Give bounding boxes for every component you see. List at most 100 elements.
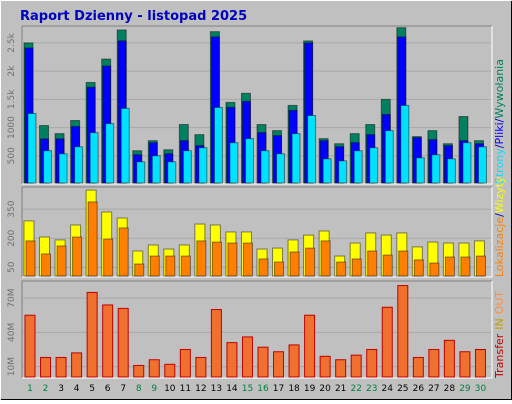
bar <box>213 106 223 184</box>
x-tick-label: 12 <box>195 384 206 394</box>
bar <box>71 352 83 378</box>
bar <box>429 262 440 277</box>
bar <box>103 238 114 277</box>
x-tick-label: 11 <box>180 384 191 394</box>
bar <box>443 339 455 378</box>
legend-note: OUT <box>493 291 506 315</box>
bar <box>196 240 207 277</box>
bar <box>74 146 84 184</box>
legend-entry: Pliki <box>493 122 506 144</box>
legend-separator: / <box>493 118 506 122</box>
x-tick-label: 16 <box>257 384 269 394</box>
x-tick-label: 10 <box>164 384 176 394</box>
x-tick-label: 7 <box>120 384 126 394</box>
bar <box>258 258 269 277</box>
bar <box>40 356 52 378</box>
bar <box>89 132 99 184</box>
x-tick-label: 6 <box>105 384 111 394</box>
legend: Transfer IN OUT <box>493 291 506 379</box>
bar <box>431 154 441 184</box>
bar <box>117 307 129 378</box>
bar <box>350 354 362 378</box>
x-tick-label: 19 <box>304 384 316 394</box>
x-tick-label: 30 <box>475 384 487 394</box>
y-tick-label: 2k <box>7 65 17 77</box>
bar <box>227 242 238 277</box>
x-tick-label: 24 <box>382 384 394 394</box>
bar <box>474 348 486 378</box>
bar <box>366 348 378 378</box>
bar <box>182 150 192 184</box>
bar <box>369 147 379 184</box>
x-tick-label: 26 <box>413 384 425 394</box>
x-tick-label: 29 <box>459 384 471 394</box>
x-tick-label: 28 <box>444 384 456 394</box>
bar <box>336 261 347 277</box>
bar <box>446 158 456 184</box>
bar <box>304 314 316 378</box>
bar <box>27 112 37 184</box>
bar <box>179 348 191 378</box>
x-tick-label: 20 <box>319 384 331 394</box>
x-tick-label: 22 <box>350 384 361 394</box>
x-tick-label: 27 <box>428 384 439 394</box>
bar <box>398 250 409 277</box>
bar <box>86 291 98 378</box>
bar <box>367 250 378 277</box>
x-tick-label: 1 <box>27 384 33 394</box>
bar <box>415 157 425 184</box>
panel-bevel <box>21 280 492 378</box>
legend: Strony/Pliki/Wywołania <box>493 59 506 184</box>
bar <box>288 344 300 378</box>
bar <box>307 114 317 184</box>
legend-entry: Wizyty <box>493 176 506 213</box>
x-tick-label: 13 <box>211 384 222 394</box>
x-tick-label: 23 <box>366 384 377 394</box>
x-tick-label: 9 <box>151 384 157 394</box>
chart-title: Raport Dzienny - listopad 2025 <box>20 9 247 24</box>
bar <box>58 153 68 184</box>
y-tick-label: 10M <box>7 357 17 376</box>
y-tick-label: 1.5k <box>7 89 17 109</box>
bar <box>136 161 146 184</box>
y-tick-label: 200 <box>7 229 17 246</box>
legend-entry: Wywołania <box>493 59 506 119</box>
bar <box>260 150 270 184</box>
bar <box>211 241 222 277</box>
bar <box>257 346 269 378</box>
bar <box>428 348 440 378</box>
legend-entry: Strony <box>493 148 506 184</box>
x-tick-label: 15 <box>242 384 253 394</box>
y-tick-label: 2.5k <box>7 32 17 52</box>
bar <box>477 146 487 184</box>
bar <box>120 107 130 184</box>
legend: Lokalizacje/Wizyty <box>493 176 506 277</box>
bar <box>320 240 331 277</box>
y-tick-label: 350 <box>7 200 17 217</box>
bar <box>195 356 207 378</box>
bar <box>55 356 67 378</box>
bar <box>41 253 52 277</box>
panel-bevel <box>22 26 493 185</box>
bar <box>460 256 471 277</box>
x-tick-label: 17 <box>273 384 284 394</box>
bar <box>105 123 115 184</box>
panel-bevel <box>21 186 492 277</box>
bar <box>133 364 145 378</box>
x-tick-label: 2 <box>43 384 49 394</box>
x-tick-label: 25 <box>397 384 408 394</box>
bar <box>397 285 409 378</box>
bar <box>475 255 486 277</box>
bar <box>165 255 176 277</box>
bar <box>289 251 300 277</box>
legend-entry: Transfer <box>493 333 506 379</box>
y-tick-label: 50 <box>7 261 17 273</box>
bar <box>167 161 177 184</box>
panel-bevel <box>22 281 493 379</box>
x-tick-label: 21 <box>335 384 346 394</box>
x-tick-label: 14 <box>226 384 238 394</box>
bar <box>353 150 363 184</box>
bar <box>164 363 176 378</box>
bar <box>319 355 331 378</box>
